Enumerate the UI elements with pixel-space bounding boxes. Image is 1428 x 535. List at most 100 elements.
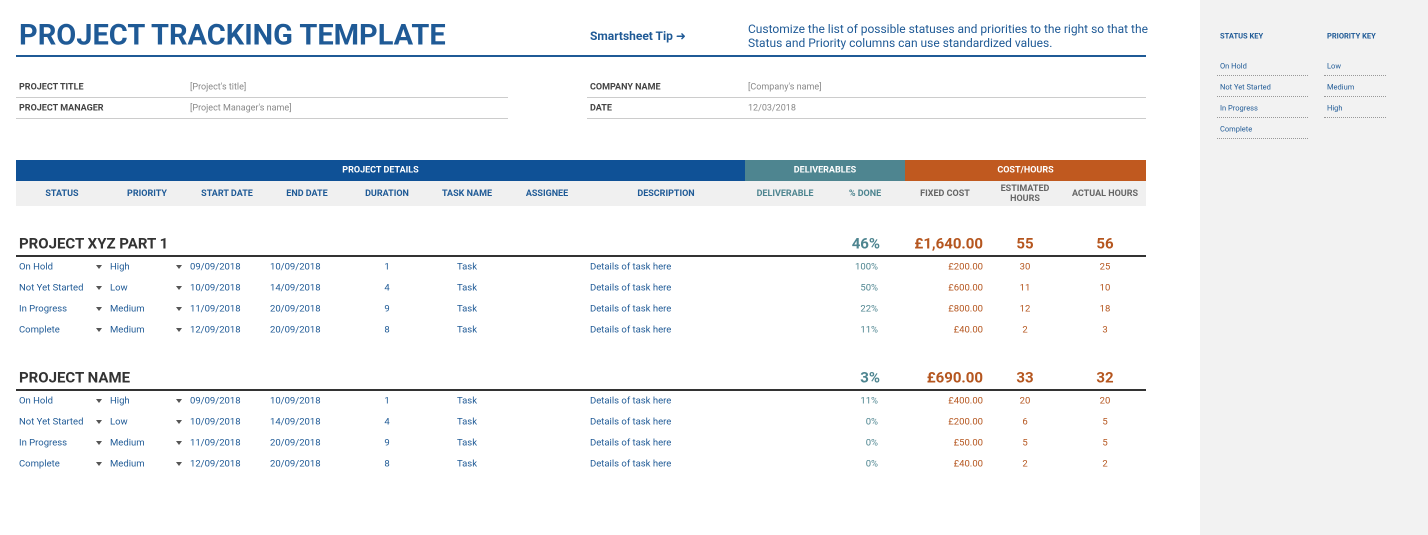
cell: 12/09/2018	[190, 458, 241, 470]
column-header: DURATION	[365, 188, 409, 199]
info-value[interactable]: [Company's name]	[748, 82, 822, 93]
cell: 20/09/2018	[270, 324, 321, 336]
cell: Task	[457, 282, 478, 294]
cell: Details of task here	[590, 282, 672, 294]
project-rule	[16, 255, 1146, 257]
page-title: PROJECT TRACKING TEMPLATE	[19, 18, 446, 53]
cell[interactable]: Low	[110, 416, 128, 428]
cell: Task	[457, 416, 478, 428]
dropdown-arrow[interactable]	[176, 441, 182, 445]
group-header: COST/HOURS	[997, 165, 1054, 175]
info-value[interactable]: [Project's title]	[190, 82, 247, 93]
cell: Task	[457, 458, 478, 470]
cell: 8	[384, 324, 390, 336]
cell: 14/09/2018	[270, 416, 321, 428]
project-summary: 46%	[851, 234, 880, 253]
cell: 0%	[865, 437, 878, 449]
cell: 14/09/2018	[270, 282, 321, 294]
dropdown-arrow[interactable]	[176, 462, 182, 466]
dropdown-arrow[interactable]	[96, 328, 102, 332]
dropdown-arrow[interactable]	[176, 399, 182, 403]
title-rule	[16, 55, 1146, 57]
dropdown-arrow[interactable]	[176, 265, 182, 269]
cell: 100%	[855, 261, 878, 273]
dropdown-arrow[interactable]	[96, 462, 102, 466]
info-label: PROJECT TITLE	[19, 82, 84, 93]
column-header: END DATE	[286, 188, 328, 199]
cell: 8	[384, 458, 390, 470]
dropdown-arrow[interactable]	[96, 265, 102, 269]
project-summary: 56	[1096, 234, 1114, 253]
cell: 18	[1099, 303, 1111, 315]
cell[interactable]: Medium	[110, 437, 145, 449]
cell[interactable]: Not Yet Started	[19, 416, 84, 428]
cell: £50.00	[953, 437, 983, 449]
cell: Details of task here	[590, 303, 672, 315]
project-rule	[16, 389, 1146, 391]
cell[interactable]: High	[110, 261, 130, 273]
column-header: TASK NAME	[441, 188, 493, 199]
cell: Task	[457, 437, 478, 449]
column-header: ASSIGNEE	[525, 188, 569, 199]
group-header-bg	[745, 160, 905, 181]
column-header: FIXED COST	[920, 188, 970, 199]
cell: 11	[1019, 282, 1031, 294]
cell: 5	[1022, 437, 1028, 449]
cell: 20	[1099, 395, 1111, 407]
cell: 9	[384, 437, 390, 449]
cell: 10/09/2018	[270, 395, 321, 407]
cell[interactable]: Medium	[110, 458, 145, 470]
cell: 30	[1019, 261, 1031, 273]
info-label: PROJECT MANAGER	[19, 103, 104, 114]
cell: £200.00	[948, 261, 983, 273]
key-item: High	[1327, 103, 1343, 113]
dropdown-arrow[interactable]	[176, 328, 182, 332]
cell: 3	[1102, 324, 1108, 336]
key-rule	[1324, 96, 1386, 97]
cell: Details of task here	[590, 458, 672, 470]
tip-text: Customize the list of possible statuses …	[748, 22, 1148, 50]
cell[interactable]: Medium	[110, 324, 145, 336]
dropdown-arrow[interactable]	[176, 307, 182, 311]
project-summary: 55	[1016, 234, 1034, 253]
cell[interactable]: Medium	[110, 303, 145, 315]
key-item: Not Yet Started	[1220, 82, 1271, 92]
cell: 5	[1102, 437, 1108, 449]
column-header: PRIORITY	[127, 188, 167, 199]
dropdown-arrow[interactable]	[96, 441, 102, 445]
key-item: Complete	[1220, 124, 1253, 134]
dropdown-arrow[interactable]	[96, 286, 102, 290]
cell: 20/09/2018	[270, 437, 321, 449]
cell[interactable]: On Hold	[19, 261, 54, 273]
cell: 2	[1022, 324, 1028, 336]
info-value[interactable]: [Project Manager's name]	[190, 103, 292, 114]
cell[interactable]: In Progress	[19, 303, 68, 315]
cell: Details of task here	[590, 324, 672, 336]
project-summary: 32	[1096, 368, 1114, 387]
cell[interactable]: On Hold	[19, 395, 54, 407]
cell[interactable]: High	[110, 395, 130, 407]
info-label: DATE	[590, 103, 612, 114]
dropdown-arrow[interactable]	[176, 420, 182, 424]
cell[interactable]: Complete	[19, 458, 60, 470]
cell: 10/09/2018	[190, 282, 241, 294]
cell[interactable]: Complete	[19, 324, 60, 336]
dropdown-arrow[interactable]	[96, 307, 102, 311]
group-header: DELIVERABLES	[793, 165, 857, 175]
key-rule	[1217, 117, 1308, 118]
dropdown-arrow[interactable]	[176, 286, 182, 290]
cell: Details of task here	[590, 437, 672, 449]
cell[interactable]: Not Yet Started	[19, 282, 84, 294]
key-panel	[1200, 0, 1428, 535]
dropdown-arrow[interactable]	[96, 420, 102, 424]
cell: 10	[1099, 282, 1111, 294]
cell: 11%	[860, 395, 878, 407]
cell[interactable]: In Progress	[19, 437, 68, 449]
group-header-bg	[905, 160, 1146, 181]
key-rule	[1324, 117, 1386, 118]
dropdown-arrow[interactable]	[96, 399, 102, 403]
cell: £200.00	[948, 416, 983, 428]
cell[interactable]: Low	[110, 282, 128, 294]
info-value[interactable]: 12/03/2018	[748, 103, 796, 114]
